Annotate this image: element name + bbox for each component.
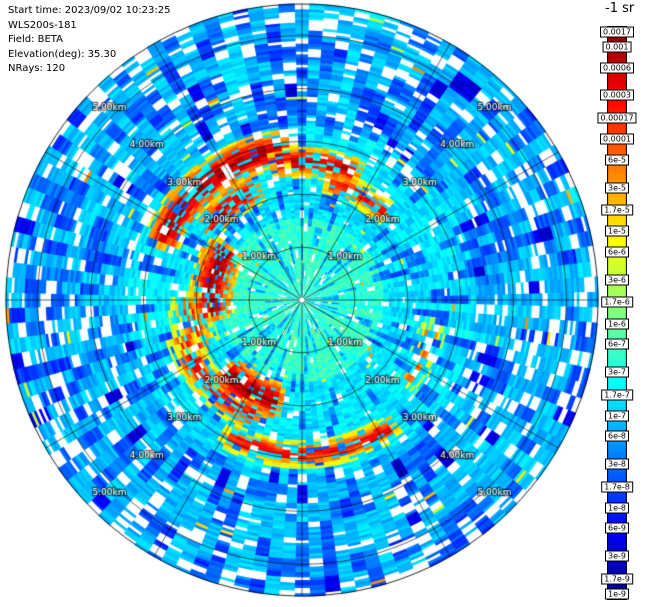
- colorbar-tick-label: 0.0017: [600, 26, 634, 38]
- info-nrays: NRays: 120: [8, 63, 66, 74]
- colorbar-tick-label: 6e-8: [605, 430, 629, 442]
- colorbar-tick-label: 3e-7: [605, 366, 629, 378]
- colorbar-tick-label: 1e-9: [605, 588, 629, 600]
- colorbar-tick-label: 6e-6: [605, 246, 629, 258]
- colorbar-tick-label: 1.7e-9: [601, 573, 633, 585]
- colorbar-tick-label: 1.7e-6: [601, 296, 633, 308]
- colorbar-tick-label: 1.7e-5: [601, 204, 633, 216]
- colorbar-gradient: [607, 26, 627, 600]
- colorbar-tick-label: 3e-8: [605, 458, 629, 470]
- colorbar-tick-label: 6e-5: [605, 154, 629, 166]
- info-elevation: Elevation(deg): 35.30: [8, 48, 117, 60]
- colorbar-tick-label: 6e-7: [605, 338, 629, 350]
- colorbar-tick-label: 3e-9: [605, 550, 629, 562]
- colorbar-tick-label: 1e-6: [605, 318, 629, 330]
- colorbar-tick-label: 6e-9: [605, 522, 629, 534]
- colorbar-tick-label: 3e-6: [605, 274, 629, 286]
- colorbar-tick-labels: 0.0017 0.001 0.0006 0.0003 0.00017 0.0001 6e-5…: [597, 26, 637, 600]
- scan-info: Start time: 2023/09/02 10:23:25 WLS200s-…: [8, 4, 170, 77]
- info-instrument: WLS200s-181: [8, 19, 77, 31]
- colorbar-tick-label: 1e-5: [605, 225, 629, 237]
- colorbar-tick-label: 3e-5: [605, 182, 629, 194]
- colorbar-tick-label: 0.0001: [600, 133, 634, 145]
- colorbar-tick-label: 0.0003: [600, 89, 634, 101]
- colorbar-tick-label: 0.001: [602, 41, 632, 53]
- colorbar-tick-label: 1.7e-8: [601, 481, 633, 493]
- info-field: Field: BETA: [8, 34, 63, 45]
- info-start-time: Start time: 2023/09/02 10:23:25: [8, 5, 171, 16]
- colorbar-tick-label: 1e-7: [605, 410, 629, 422]
- colorbar-tick-label: 1.7e-7: [601, 389, 633, 400]
- colorbar-tick-label: 1e-8: [605, 502, 629, 514]
- colorbar: 0.0017 0.001 0.0006 0.0003 0.00017 0.0001 6e-5…: [597, 26, 637, 600]
- colorbar-tick-label: 0.0006: [600, 62, 634, 74]
- colorbar-tick-label: 0.00017: [597, 112, 637, 124]
- colorbar-units-label: -1 sr: [605, 1, 635, 16]
